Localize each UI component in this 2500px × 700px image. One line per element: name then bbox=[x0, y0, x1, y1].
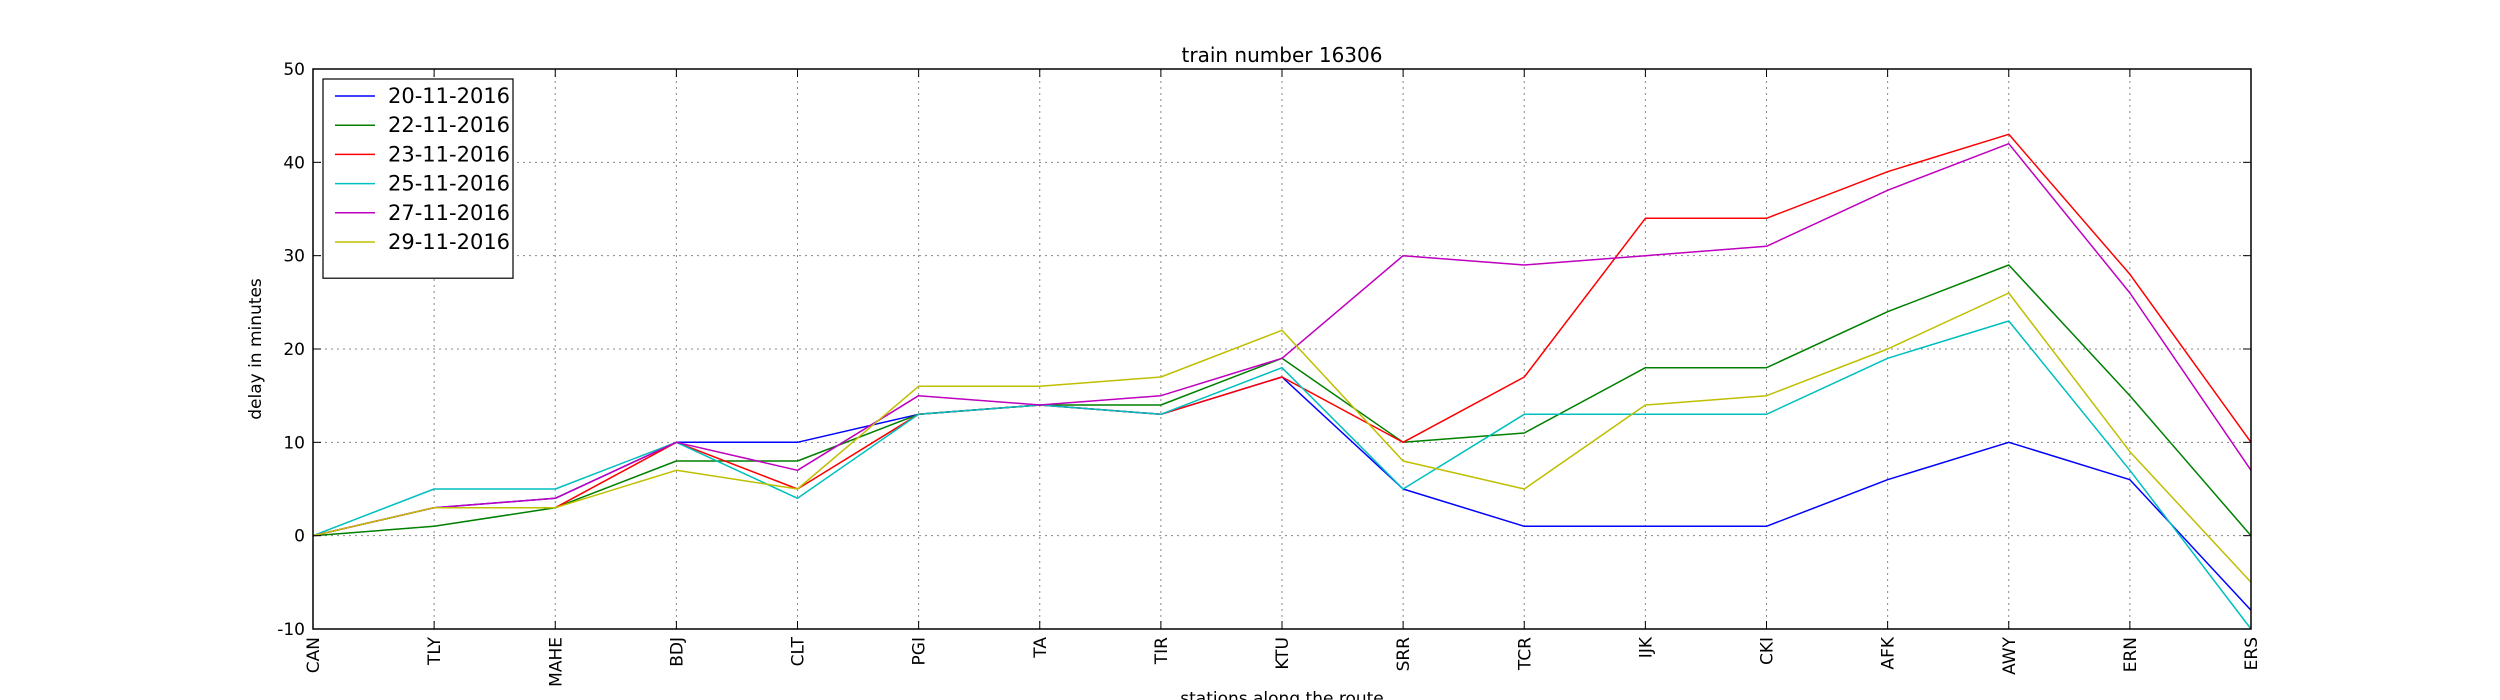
legend-label: 25-11-2016 bbox=[388, 172, 510, 196]
y-tick-label: 30 bbox=[283, 247, 305, 267]
y-tick-label: 20 bbox=[283, 340, 305, 360]
x-tick-label: TCR bbox=[1515, 637, 1535, 671]
x-tick-label: TA bbox=[1031, 637, 1051, 659]
series-line-29-11-2016 bbox=[312, 292, 2252, 583]
y-tick-label: 50 bbox=[283, 60, 305, 80]
x-tick-label: CKI bbox=[1758, 637, 1778, 665]
x-tick-label: CLT bbox=[789, 636, 809, 666]
x-tick-label: TIR bbox=[1152, 637, 1172, 665]
x-tick-label: KTU bbox=[1273, 637, 1293, 670]
chart-title: train number 16306 bbox=[1182, 43, 1383, 67]
y-tick-label: 0 bbox=[294, 527, 305, 547]
x-tick-label: TLY bbox=[425, 636, 445, 666]
axis-ticks: -10 0 10 20 30 40 50 CAN TLY MAHE BDJ CLT PGI TA TIR KT… bbox=[277, 60, 2262, 687]
legend-label: 29-11-2016 bbox=[388, 230, 510, 254]
y-tick-label: -10 bbox=[277, 620, 305, 640]
grid-lines bbox=[313, 69, 2251, 629]
x-tick-label: AWY bbox=[2000, 636, 2020, 675]
x-tick-label: AFK bbox=[1879, 636, 1899, 669]
series-line-23-11-2016 bbox=[312, 133, 2252, 537]
y-tick-label: 40 bbox=[283, 153, 305, 173]
series-line-25-11-2016 bbox=[312, 320, 2252, 630]
x-tick-label: IJK bbox=[1636, 636, 1656, 658]
x-tick-label: SRR bbox=[1394, 637, 1414, 672]
legend-label: 23-11-2016 bbox=[388, 142, 510, 166]
legend-label: 20-11-2016 bbox=[388, 84, 510, 108]
x-tick-label: MAHE bbox=[546, 637, 566, 687]
legend: 20-11-2016 22-11-2016 23-11-2016 25-11-2016… bbox=[322, 78, 514, 279]
x-tick-label: PGI bbox=[910, 637, 930, 665]
legend-box bbox=[322, 78, 514, 279]
x-tick-label: CAN bbox=[304, 637, 324, 673]
legend-label: 27-11-2016 bbox=[388, 201, 510, 225]
y-axis-label: delay in minutes bbox=[246, 278, 266, 420]
legend-label: 22-11-2016 bbox=[388, 113, 510, 137]
x-axis-label: stations along the route bbox=[1180, 689, 1384, 700]
series-line-27-11-2016 bbox=[312, 142, 2252, 537]
x-tick-label: ERS bbox=[2242, 637, 2262, 670]
x-tick-label: ERN bbox=[2121, 637, 2141, 672]
series-lines bbox=[312, 133, 2252, 630]
x-tick-label: BDJ bbox=[667, 637, 687, 667]
y-tick-label: 10 bbox=[283, 433, 305, 453]
